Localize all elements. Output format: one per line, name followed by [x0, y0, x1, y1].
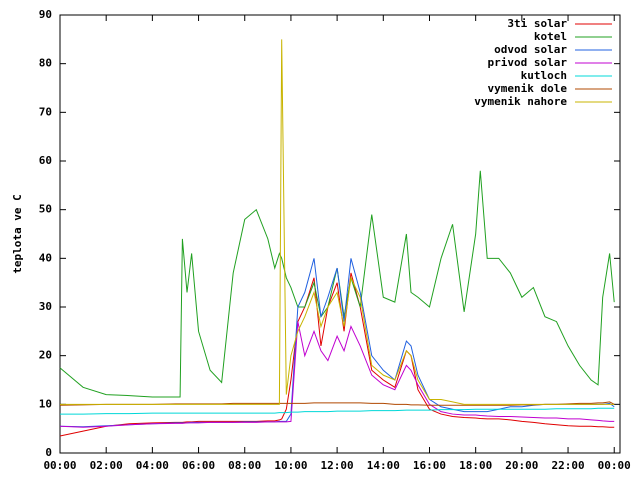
x-tick-label: 22:00	[551, 459, 584, 472]
x-tick-label: 00:00	[43, 459, 76, 472]
y-tick-label: 60	[39, 154, 52, 167]
y-axis-label: teplota ve C	[11, 194, 24, 273]
y-tick-label: 20	[39, 349, 52, 362]
plot-frame	[59, 14, 621, 454]
series-line	[59, 170, 615, 398]
y-tick-label: 80	[39, 57, 52, 70]
x-tick-label: 06:00	[182, 459, 215, 472]
legend-label: vymenik nahore	[474, 95, 567, 108]
y-tick-label: 0	[45, 446, 52, 459]
x-tick-label: 18:00	[459, 459, 492, 472]
series-line	[59, 272, 615, 437]
series-line	[59, 321, 615, 428]
x-tick-label: 08:00	[228, 459, 261, 472]
x-tick-label: 20:00	[505, 459, 538, 472]
legend-label: kotel	[534, 30, 567, 43]
legend-label: privod solar	[488, 56, 568, 69]
x-tick-label: 16:00	[413, 459, 446, 472]
series-line	[60, 407, 615, 415]
legend-label: odvod solar	[494, 43, 567, 56]
x-tick-label: 04:00	[136, 459, 169, 472]
x-tick-label: 14:00	[367, 459, 400, 472]
y-tick-label: 90	[39, 8, 52, 21]
y-tick-label: 70	[39, 105, 52, 118]
y-tick-label: 30	[39, 300, 52, 313]
x-tick-label: 02:00	[90, 459, 123, 472]
x-tick-label: 00:00	[598, 459, 631, 472]
x-tick-label: 10:00	[274, 459, 307, 472]
y-tick-label: 40	[39, 251, 52, 264]
y-tick-label: 50	[39, 203, 52, 216]
y-tick-label: 10	[39, 397, 52, 410]
x-tick-label: 12:00	[321, 459, 354, 472]
legend-label: vymenik dole	[488, 82, 568, 95]
legend-label: 3ti solar	[507, 17, 567, 30]
legend-label: kutloch	[521, 69, 567, 82]
series-line	[60, 39, 615, 405]
